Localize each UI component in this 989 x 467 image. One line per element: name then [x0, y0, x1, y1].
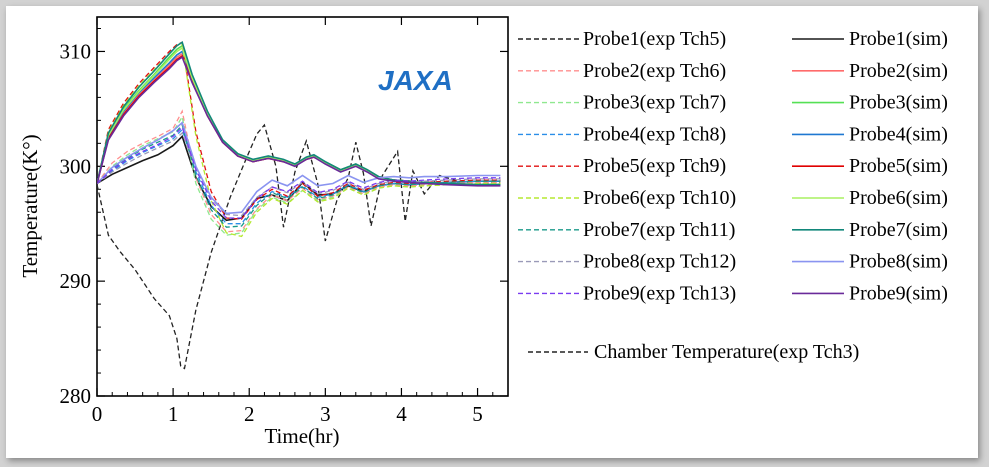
- legend-label: Probe2(exp Tch6): [583, 60, 726, 82]
- x-tick-label: 5: [472, 402, 483, 426]
- figure-card: 280 290 300 310 0 1 2 3 4 5 Time(hr) Temperature…: [6, 6, 978, 458]
- legend-label: Probe7(exp Tch11): [583, 219, 735, 241]
- series-line-17: [97, 126, 501, 219]
- legend-label: Probe3(sim): [849, 92, 948, 114]
- y-axis: 280 290 300 310: [60, 27, 508, 408]
- series-line-16: [97, 121, 501, 215]
- legend-label: Probe8(sim): [849, 251, 948, 273]
- x-tick-label: 4: [396, 402, 407, 426]
- y-tick-label: 310: [60, 39, 92, 63]
- jaxa-logo: JAXA: [378, 65, 453, 96]
- legend: Probe1(exp Tch5) Probe1(sim) Probe2(exp Tc…: [518, 28, 948, 363]
- y-tick-label: 300: [60, 154, 92, 178]
- legend-label: Probe4(exp Tch8): [583, 123, 726, 145]
- x-tick-label: 2: [244, 402, 255, 426]
- legend-label: Chamber Temperature(exp Tch3): [594, 341, 859, 363]
- legend-label: Probe5(exp Tch9): [583, 155, 726, 177]
- x-axis: 0 1 2 3 4 5: [92, 17, 494, 426]
- series-line-7: [97, 128, 501, 225]
- legend-label: Probe6(exp Tch10): [583, 187, 736, 209]
- series-line-13: [97, 123, 501, 228]
- series-line-15: [97, 131, 501, 217]
- series-line-9: [97, 41, 501, 220]
- x-tick-label: 1: [168, 402, 179, 426]
- plot-frame: [96, 16, 509, 397]
- chart-figure: 280 290 300 310 0 1 2 3 4 5 Time(hr) Temperature…: [18, 16, 948, 448]
- legend-label: Probe6(sim): [849, 187, 948, 209]
- y-tick-label: 290: [60, 269, 92, 293]
- y-tick-label: 280: [60, 384, 92, 408]
- series-line-1: [97, 123, 501, 370]
- legend-label: Probe5(sim): [849, 155, 948, 177]
- jaxa-logo-text: JAXA: [378, 65, 453, 96]
- legend-label: Probe1(sim): [849, 28, 948, 50]
- plot-lines: [97, 41, 501, 370]
- y-axis-title: Temperature(K°): [18, 134, 42, 277]
- legend-label: Probe7(sim): [849, 219, 948, 241]
- x-axis-title: Time(hr): [264, 424, 339, 448]
- x-tick-label: 3: [320, 402, 331, 426]
- x-tick-label: 0: [92, 402, 103, 426]
- legend-label: Probe2(sim): [849, 60, 948, 82]
- series-line-3: [97, 109, 501, 233]
- legend-label: Probe1(exp Tch5): [583, 28, 726, 50]
- series-line-18: [97, 55, 501, 187]
- legend-label: Probe8(exp Tch12): [583, 251, 736, 273]
- legend-label: Probe4(sim): [849, 123, 948, 145]
- legend-label: Probe9(exp Tch13): [583, 282, 736, 304]
- legend-label: Probe3(exp Tch7): [583, 92, 726, 114]
- legend-label: Probe9(sim): [849, 282, 948, 304]
